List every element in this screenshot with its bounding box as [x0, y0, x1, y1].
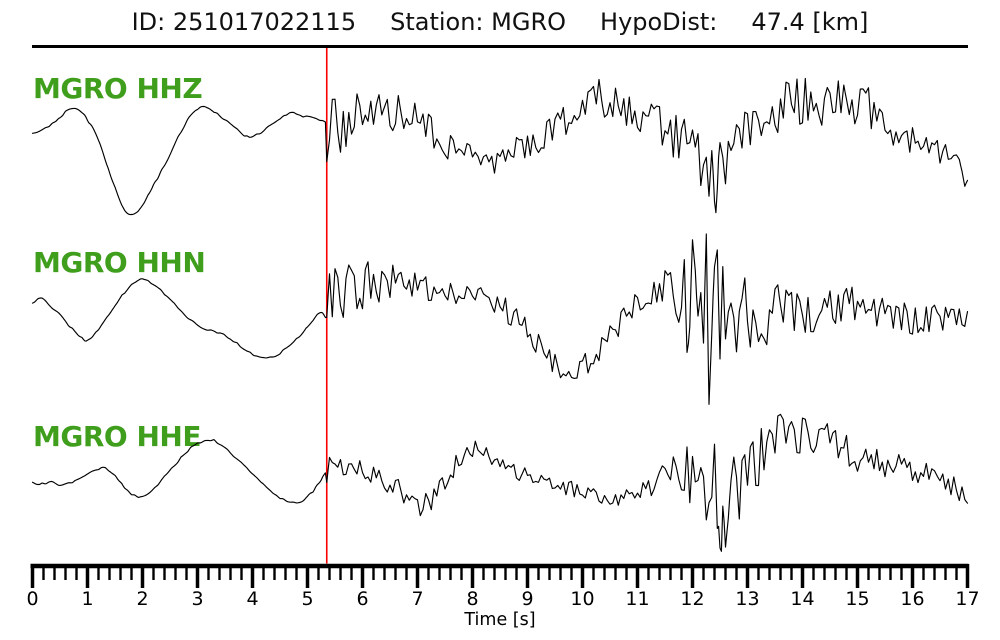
x-tick-label: 16 — [900, 588, 924, 610]
waveform-trace-hhz — [31, 77, 969, 216]
trace-label-hhz: MGRO HHZ — [33, 72, 203, 105]
x-tick-label: 7 — [411, 588, 423, 610]
x-tick-label: 6 — [356, 588, 368, 610]
x-tick-label: 1 — [81, 588, 93, 610]
x-tick-label: 15 — [845, 588, 869, 610]
waveform-trace-hhn — [31, 233, 969, 405]
x-tick-label: 5 — [301, 588, 313, 610]
x-tick-label: 8 — [466, 588, 478, 610]
title-divider — [32, 45, 968, 48]
x-tick-label: 2 — [136, 588, 148, 610]
trace-label-hhn: MGRO HHN — [33, 246, 206, 279]
trace-label-hhe: MGRO HHE — [33, 420, 201, 453]
hypodist-value: 47.4 [km] — [751, 8, 869, 36]
x-tick-label: 12 — [680, 588, 704, 610]
x-tick-label: 13 — [735, 588, 759, 610]
x-tick-label: 4 — [246, 588, 258, 610]
event-id-label: ID: 251017022115 — [131, 8, 357, 36]
x-tick-label: 10 — [570, 588, 594, 610]
x-axis-title: Time [s] — [463, 610, 535, 630]
station-label: Station: MGRO — [390, 8, 567, 36]
x-tick-label: 14 — [790, 588, 814, 610]
hypodist-label: HypoDist: — [600, 8, 718, 36]
plot-title: ID: 251017022115 Station: MGRO HypoDist:… — [0, 8, 1000, 36]
x-tick-label: 17 — [955, 588, 979, 610]
x-tick-label: 9 — [521, 588, 533, 610]
x-tick-label: 11 — [625, 588, 649, 610]
waveform-trace-hhe — [31, 413, 969, 552]
x-tick-label: 3 — [191, 588, 203, 610]
x-tick-label: 0 — [26, 588, 38, 610]
